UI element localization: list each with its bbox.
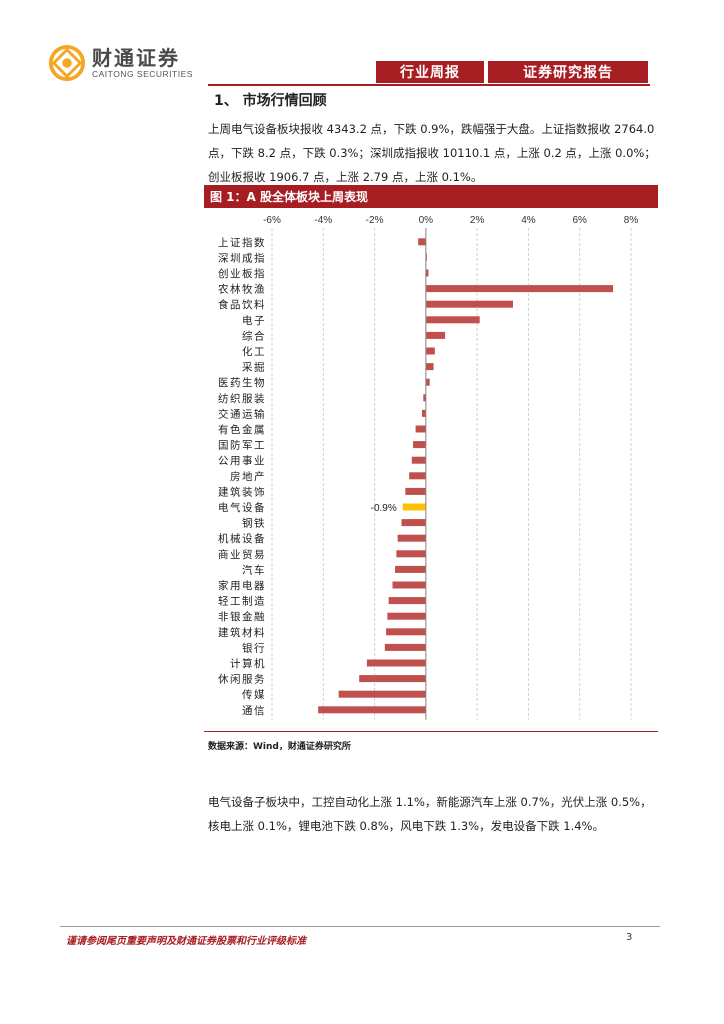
category-label: 上证指数 xyxy=(218,236,266,249)
company-logo: 财通证券 CAITONG SECURITIES xyxy=(48,44,193,82)
bar xyxy=(425,316,480,324)
category-label: 农林牧渔 xyxy=(218,283,266,296)
bar xyxy=(422,409,426,417)
category-label: 银行 xyxy=(242,641,266,654)
x-tick-label: 4% xyxy=(521,215,536,226)
x-tick-label: 0% xyxy=(419,215,434,226)
data-source: 数据来源：Wind，财通证券研究所 xyxy=(208,742,351,752)
market-review-paragraph: 上周电气设备板块报收 4343.2 点，下跌 0.9%，跌幅强于大盘。上证指数报… xyxy=(208,122,656,184)
logo-cn-text: 财通证券 xyxy=(92,46,180,70)
category-label: 汽车 xyxy=(242,563,266,576)
category-label: 纺织服装 xyxy=(218,392,266,405)
bar xyxy=(425,363,434,371)
bar xyxy=(409,472,426,480)
bar xyxy=(388,597,426,605)
category-label: 电子 xyxy=(242,314,266,327)
bar xyxy=(411,456,426,464)
category-label: 钢铁 xyxy=(242,517,266,530)
x-tick-label: 2% xyxy=(470,215,485,226)
category-label: 深圳成指 xyxy=(218,251,266,264)
bar xyxy=(397,534,426,542)
category-label: 创业板指 xyxy=(218,267,266,280)
category-label: 建筑装饰 xyxy=(218,485,266,498)
bar xyxy=(402,503,426,511)
bar xyxy=(366,659,426,667)
sector-performance-chart: -6% -4% -2% 0% 2% 4% 6% 8% 上证指数深圳成指创业板指农林牧渔食品饮料电… xyxy=(218,215,639,720)
data-label: -0.9% xyxy=(371,503,397,514)
category-label: 通信 xyxy=(242,705,266,717)
bar xyxy=(401,519,426,527)
category-label: 交通运输 xyxy=(218,407,266,420)
bar xyxy=(423,394,426,402)
x-tick-label: 8% xyxy=(624,215,639,226)
report-type-tab: 行业周报 xyxy=(376,61,484,83)
category-label: 传媒 xyxy=(242,688,266,701)
category-label: 化工 xyxy=(242,345,266,358)
category-label: 家用电器 xyxy=(218,579,266,592)
bar xyxy=(384,643,426,651)
bar xyxy=(395,565,426,573)
category-label: 电气设备 xyxy=(218,501,266,514)
subsector-paragraph: 电气设备子板块中，工控自动化上涨 1.1%，新能源汽车上涨 0.7%，光伏上涨 … xyxy=(208,795,652,833)
x-tick-label: -4% xyxy=(314,215,332,226)
category-label: 房地产 xyxy=(230,470,266,483)
category-label: 非银金融 xyxy=(218,610,266,623)
category-label: 食品饮料 xyxy=(218,298,266,311)
report-category-tab: 证券研究报告 xyxy=(488,61,648,83)
bar xyxy=(425,300,514,308)
figure-title: 图 1：A 股全体板块上周表现 xyxy=(204,185,658,208)
bar xyxy=(405,487,426,495)
category-label: 计算机 xyxy=(230,657,266,670)
footer-divider xyxy=(60,926,660,927)
bar xyxy=(425,285,614,293)
category-label: 医药生物 xyxy=(218,376,266,389)
category-label: 采掘 xyxy=(242,361,266,374)
category-label: 休闲服务 xyxy=(218,673,266,686)
bar xyxy=(396,550,426,558)
bar xyxy=(338,690,426,698)
category-label: 机械设备 xyxy=(218,532,266,545)
bar xyxy=(425,331,446,339)
bar xyxy=(413,441,426,449)
bar xyxy=(415,425,426,433)
bar xyxy=(425,378,430,386)
section-title: 1、 市场行情回顾 xyxy=(214,93,327,109)
bar xyxy=(425,347,435,355)
category-label: 建筑材料 xyxy=(218,626,266,639)
header-divider xyxy=(208,84,650,86)
x-tick-label: 6% xyxy=(572,215,587,226)
x-tick-label: -2% xyxy=(366,215,384,226)
category-label: 有色金属 xyxy=(218,423,266,436)
bar xyxy=(318,706,426,714)
bar xyxy=(392,581,426,589)
page-number: 3 xyxy=(626,932,633,943)
category-label: 轻工制造 xyxy=(218,595,266,608)
category-label: 国防军工 xyxy=(218,439,266,452)
figure-bottom-divider xyxy=(204,731,658,732)
bar xyxy=(386,628,426,636)
bar xyxy=(418,238,426,246)
footer-disclaimer: 谨请参阅尾页重要声明及财通证券股票和行业评级标准 xyxy=(66,936,306,947)
category-label: 综合 xyxy=(242,329,266,342)
category-label: 公用事业 xyxy=(218,454,266,467)
category-label: 商业贸易 xyxy=(218,548,266,561)
logo-icon xyxy=(48,44,86,82)
bar xyxy=(359,675,426,683)
logo-en-text: CAITONG SECURITIES xyxy=(92,69,193,79)
bar xyxy=(425,269,429,277)
bar xyxy=(387,612,426,620)
x-tick-label: -6% xyxy=(263,215,281,226)
